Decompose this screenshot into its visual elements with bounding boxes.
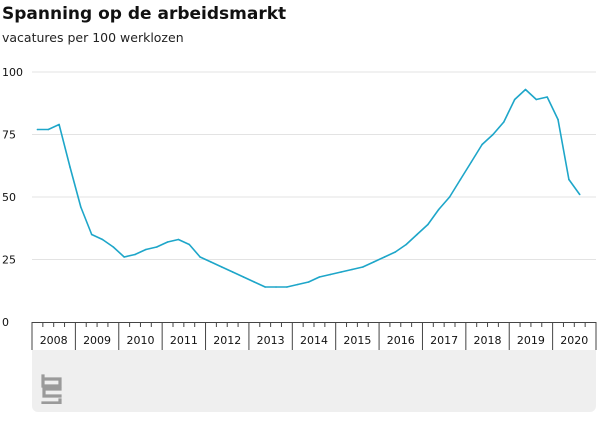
chart-subtitle: vacatures per 100 werklozen bbox=[2, 30, 184, 45]
data-point bbox=[470, 161, 473, 163]
data-point bbox=[123, 256, 125, 258]
x-tick-label: 2012 bbox=[213, 334, 241, 347]
x-tick-label: 2013 bbox=[257, 334, 285, 347]
data-point bbox=[459, 178, 462, 181]
data-point bbox=[286, 286, 288, 288]
data-point bbox=[155, 246, 158, 248]
footer-bar bbox=[32, 350, 596, 412]
data-point bbox=[69, 166, 71, 168]
data-point bbox=[535, 98, 538, 101]
data-point bbox=[242, 276, 245, 278]
series-line-0 bbox=[37, 88, 581, 288]
x-tick-label: 2015 bbox=[343, 334, 371, 347]
data-point bbox=[427, 223, 429, 226]
x-tick-label: 2017 bbox=[430, 334, 458, 347]
y-tick-label: 0 bbox=[2, 316, 9, 329]
data-point bbox=[362, 266, 364, 268]
x-tick-label: 2010 bbox=[126, 334, 154, 347]
data-point bbox=[568, 178, 570, 181]
data-point bbox=[383, 256, 386, 258]
y-axis: 0 25 50 75 100 bbox=[2, 66, 23, 329]
data-point bbox=[492, 133, 494, 136]
data-point bbox=[275, 286, 277, 288]
data-point bbox=[416, 233, 418, 236]
data-point bbox=[145, 248, 147, 251]
data-point bbox=[307, 281, 310, 283]
chart-title: Spanning op de arbeidsmarkt bbox=[2, 4, 287, 24]
data-point bbox=[134, 253, 136, 256]
data-point bbox=[437, 208, 440, 211]
data-point bbox=[47, 128, 50, 131]
data-point bbox=[372, 261, 375, 263]
data-point bbox=[221, 266, 223, 268]
data-point bbox=[36, 128, 39, 131]
data-point bbox=[231, 271, 234, 273]
x-tick-label: 2020 bbox=[560, 334, 588, 347]
data-point bbox=[503, 121, 505, 123]
x-tick-label: 2019 bbox=[517, 334, 545, 347]
x-tick-label: 2009 bbox=[83, 334, 111, 347]
data-point bbox=[199, 256, 201, 258]
data-point bbox=[405, 243, 407, 246]
data-point bbox=[296, 283, 299, 286]
series-layer bbox=[36, 88, 581, 288]
y-tick-label: 50 bbox=[2, 191, 16, 204]
gridlines bbox=[32, 71, 596, 260]
data-point bbox=[513, 98, 516, 101]
x-axis: 2008 2009 2010 2011 2012 2013 2014 2015 2016 2017… bbox=[31, 322, 597, 350]
data-point bbox=[58, 123, 60, 126]
cbs-logo-icon bbox=[41, 374, 62, 404]
data-point bbox=[210, 261, 212, 263]
data-point bbox=[101, 238, 104, 241]
y-tick-label: 25 bbox=[2, 254, 16, 267]
data-point bbox=[394, 251, 397, 253]
data-point bbox=[546, 96, 548, 98]
x-tick-label: 2011 bbox=[170, 334, 198, 347]
data-point bbox=[264, 286, 266, 288]
data-point bbox=[481, 143, 483, 146]
data-point bbox=[80, 206, 82, 208]
data-point bbox=[351, 268, 353, 271]
data-point bbox=[253, 281, 256, 283]
data-point bbox=[448, 196, 451, 198]
data-point bbox=[524, 88, 527, 91]
data-point bbox=[340, 271, 342, 273]
data-point bbox=[318, 276, 321, 278]
data-point bbox=[329, 273, 332, 276]
y-tick-label: 75 bbox=[2, 129, 16, 142]
data-point bbox=[177, 238, 180, 241]
y-tick-label: 100 bbox=[2, 66, 23, 79]
x-tick-label: 2018 bbox=[474, 334, 502, 347]
data-point bbox=[557, 118, 559, 121]
x-tick-label: 2014 bbox=[300, 334, 328, 347]
data-point bbox=[578, 193, 581, 196]
data-point bbox=[90, 233, 93, 236]
data-point bbox=[112, 246, 115, 248]
data-point bbox=[188, 243, 191, 246]
data-point bbox=[166, 241, 169, 243]
x-tick-label: 2008 bbox=[40, 334, 68, 347]
x-tick-label: 2016 bbox=[387, 334, 415, 347]
